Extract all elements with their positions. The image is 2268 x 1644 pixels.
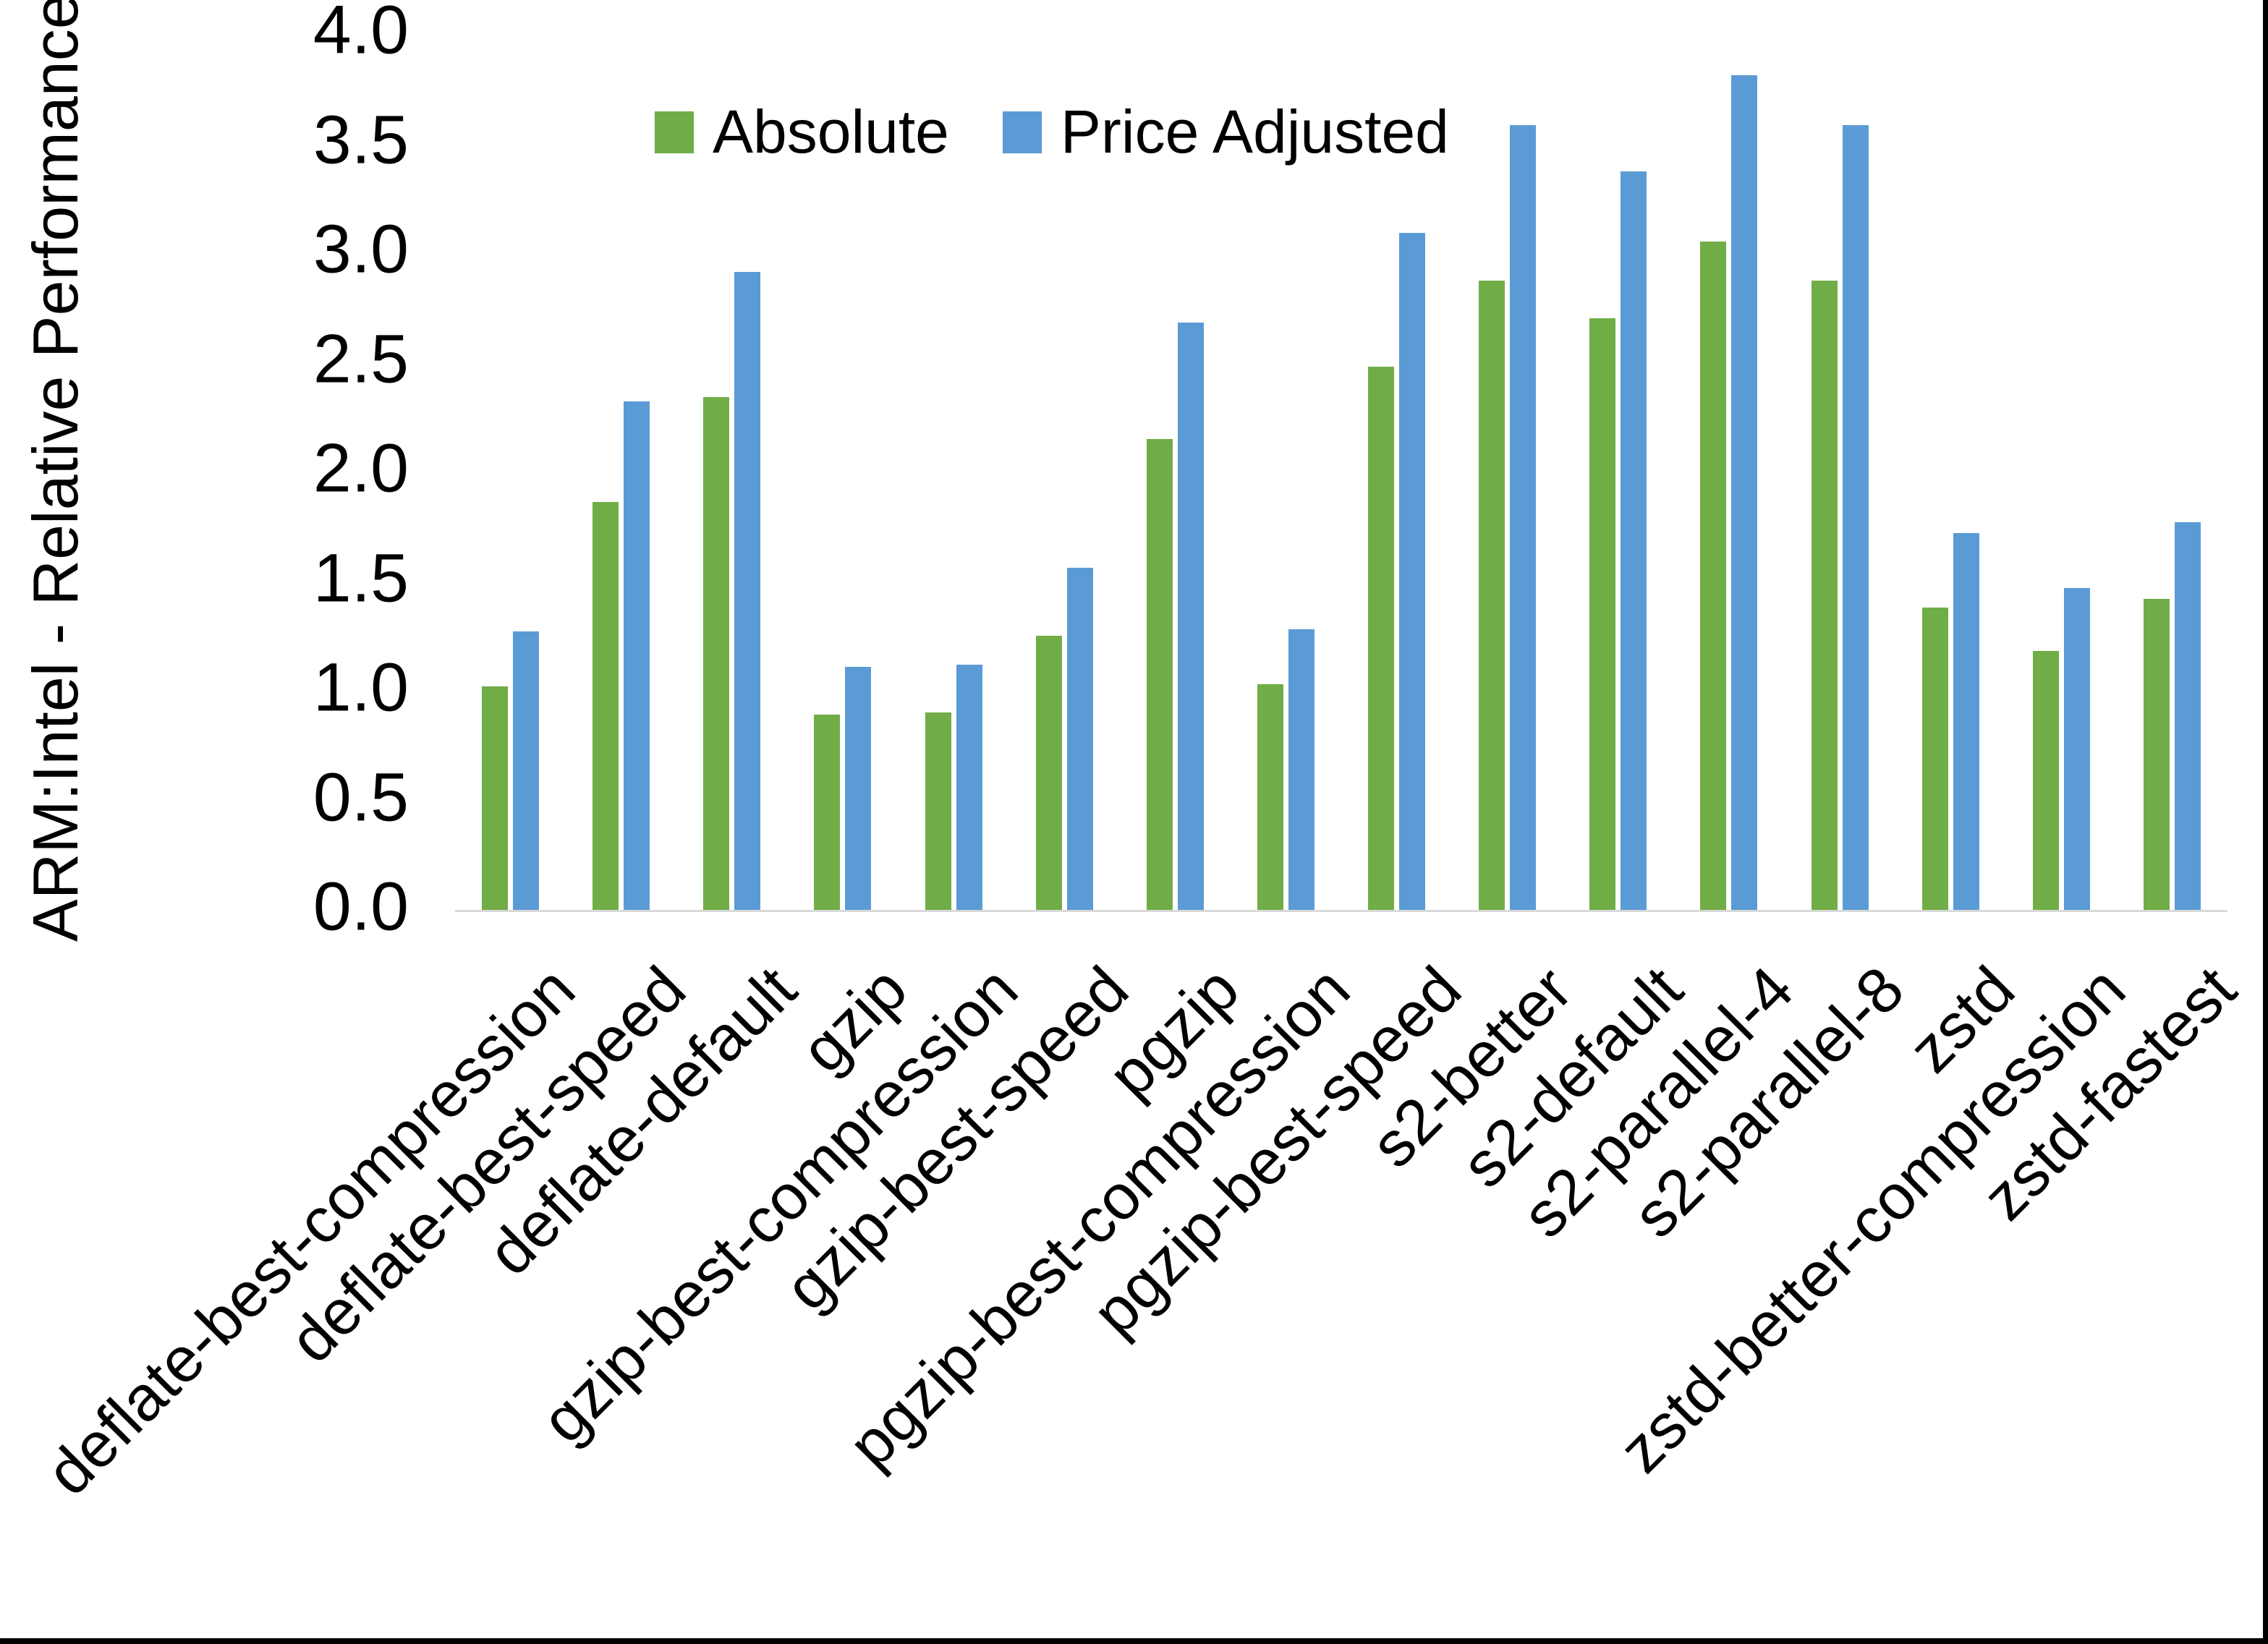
bar-price-adjusted-zstd-better-compression — [2063, 587, 2090, 910]
bar-price-adjusted-s2-parallel-4 — [1731, 74, 1758, 910]
y-tick-label-0.5: 0.5 — [313, 759, 409, 836]
legend-item-absolute: Absolute — [655, 97, 949, 167]
y-tick-label-2.0: 2.0 — [313, 430, 409, 507]
frame-right-edge — [2263, 0, 2268, 1644]
bar-absolute-deflate-best-compression — [482, 686, 509, 910]
bar-absolute-zstd-fastest — [2143, 598, 2170, 910]
bar-price-adjusted-deflate-best-compression — [513, 631, 540, 910]
bar-absolute-gzip-best-speed — [1035, 636, 1062, 910]
bar-price-adjusted-s2-parallel-8 — [1842, 125, 1869, 910]
bar-absolute-gzip — [814, 715, 841, 910]
legend-label-price-adjusted: Price Adjusted — [1060, 98, 1449, 166]
y-tick-label-4.0: 4.0 — [313, 0, 409, 69]
bar-price-adjusted-pgzip-best-compression — [1288, 629, 1314, 910]
bar-price-adjusted-deflate-default — [734, 272, 761, 910]
bar-price-adjusted-s2-default — [1621, 171, 1647, 910]
y-tick-label-3.0: 3.0 — [313, 210, 409, 288]
y-tick-label-0.0: 0.0 — [313, 868, 409, 945]
bar-price-adjusted-gzip-best-speed — [1066, 568, 1093, 910]
bar-absolute-deflate-default — [703, 396, 730, 910]
bar-absolute-pgzip-best-speed — [1368, 366, 1395, 910]
bar-absolute-gzip-best-compression — [925, 712, 951, 910]
bar-absolute-zstd-better-compression — [2032, 651, 2059, 910]
x-axis-line — [455, 910, 2227, 912]
bar-price-adjusted-zstd-fastest — [2174, 521, 2201, 910]
legend-swatch-absolute — [655, 111, 694, 153]
legend-item-price-adjusted: Price Adjusted — [1002, 97, 1449, 167]
bar-absolute-deflate-best-speed — [593, 502, 619, 910]
bar-absolute-s2-default — [1589, 318, 1616, 910]
y-tick-label-1.0: 1.0 — [313, 649, 409, 726]
bar-absolute-s2-better — [1479, 281, 1505, 910]
legend-label-absolute: Absolute — [713, 98, 949, 166]
legend-swatch-price-adjusted — [1002, 111, 1042, 153]
legend: Absolute Price Adjusted — [655, 97, 1449, 167]
bar-price-adjusted-deflate-best-speed — [624, 401, 650, 910]
bar-price-adjusted-s2-better — [1510, 125, 1537, 910]
bar-price-adjusted-zstd — [1953, 532, 1979, 910]
y-tick-label-3.5: 3.5 — [313, 101, 409, 179]
bar-price-adjusted-gzip-best-compression — [956, 664, 982, 910]
bar-absolute-pgzip — [1146, 438, 1173, 910]
frame-bottom-edge — [0, 1638, 2268, 1644]
y-tick-label-2.5: 2.5 — [313, 320, 409, 398]
y-tick-label-1.5: 1.5 — [313, 540, 409, 617]
bar-price-adjusted-pgzip — [1177, 322, 1204, 910]
bar-price-adjusted-gzip — [845, 666, 872, 910]
bar-absolute-s2-parallel-4 — [1700, 241, 1727, 910]
bar-absolute-zstd — [1921, 607, 1948, 910]
bar-absolute-s2-parallel-8 — [1811, 281, 1838, 910]
bar-absolute-pgzip-best-compression — [1257, 683, 1283, 910]
bar-price-adjusted-pgzip-best-speed — [1399, 232, 1426, 910]
